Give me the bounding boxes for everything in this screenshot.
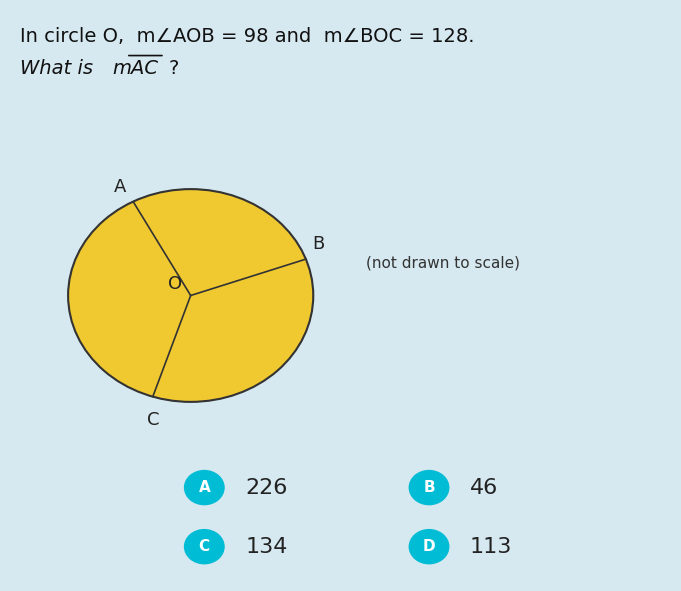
Text: C: C bbox=[199, 539, 210, 554]
Text: A: A bbox=[198, 480, 210, 495]
Text: 134: 134 bbox=[245, 537, 287, 557]
Text: A: A bbox=[114, 178, 126, 196]
Text: B: B bbox=[423, 480, 435, 495]
Circle shape bbox=[409, 529, 449, 564]
Text: 113: 113 bbox=[470, 537, 512, 557]
Text: 226: 226 bbox=[245, 478, 287, 498]
Text: In circle O,  m∠AOB = 98 and  m∠BOC = 128.: In circle O, m∠AOB = 98 and m∠BOC = 128. bbox=[20, 27, 475, 46]
Text: C: C bbox=[146, 411, 159, 430]
Text: ?: ? bbox=[169, 59, 179, 78]
Text: B: B bbox=[313, 235, 325, 253]
Circle shape bbox=[409, 470, 449, 505]
Text: What is: What is bbox=[20, 59, 99, 78]
Circle shape bbox=[68, 189, 313, 402]
Circle shape bbox=[184, 470, 225, 505]
Text: D: D bbox=[423, 539, 435, 554]
Text: 46: 46 bbox=[470, 478, 498, 498]
Text: (not drawn to scale): (not drawn to scale) bbox=[366, 255, 520, 271]
Circle shape bbox=[184, 529, 225, 564]
Text: mAC: mAC bbox=[112, 59, 159, 78]
Text: O: O bbox=[168, 275, 182, 293]
